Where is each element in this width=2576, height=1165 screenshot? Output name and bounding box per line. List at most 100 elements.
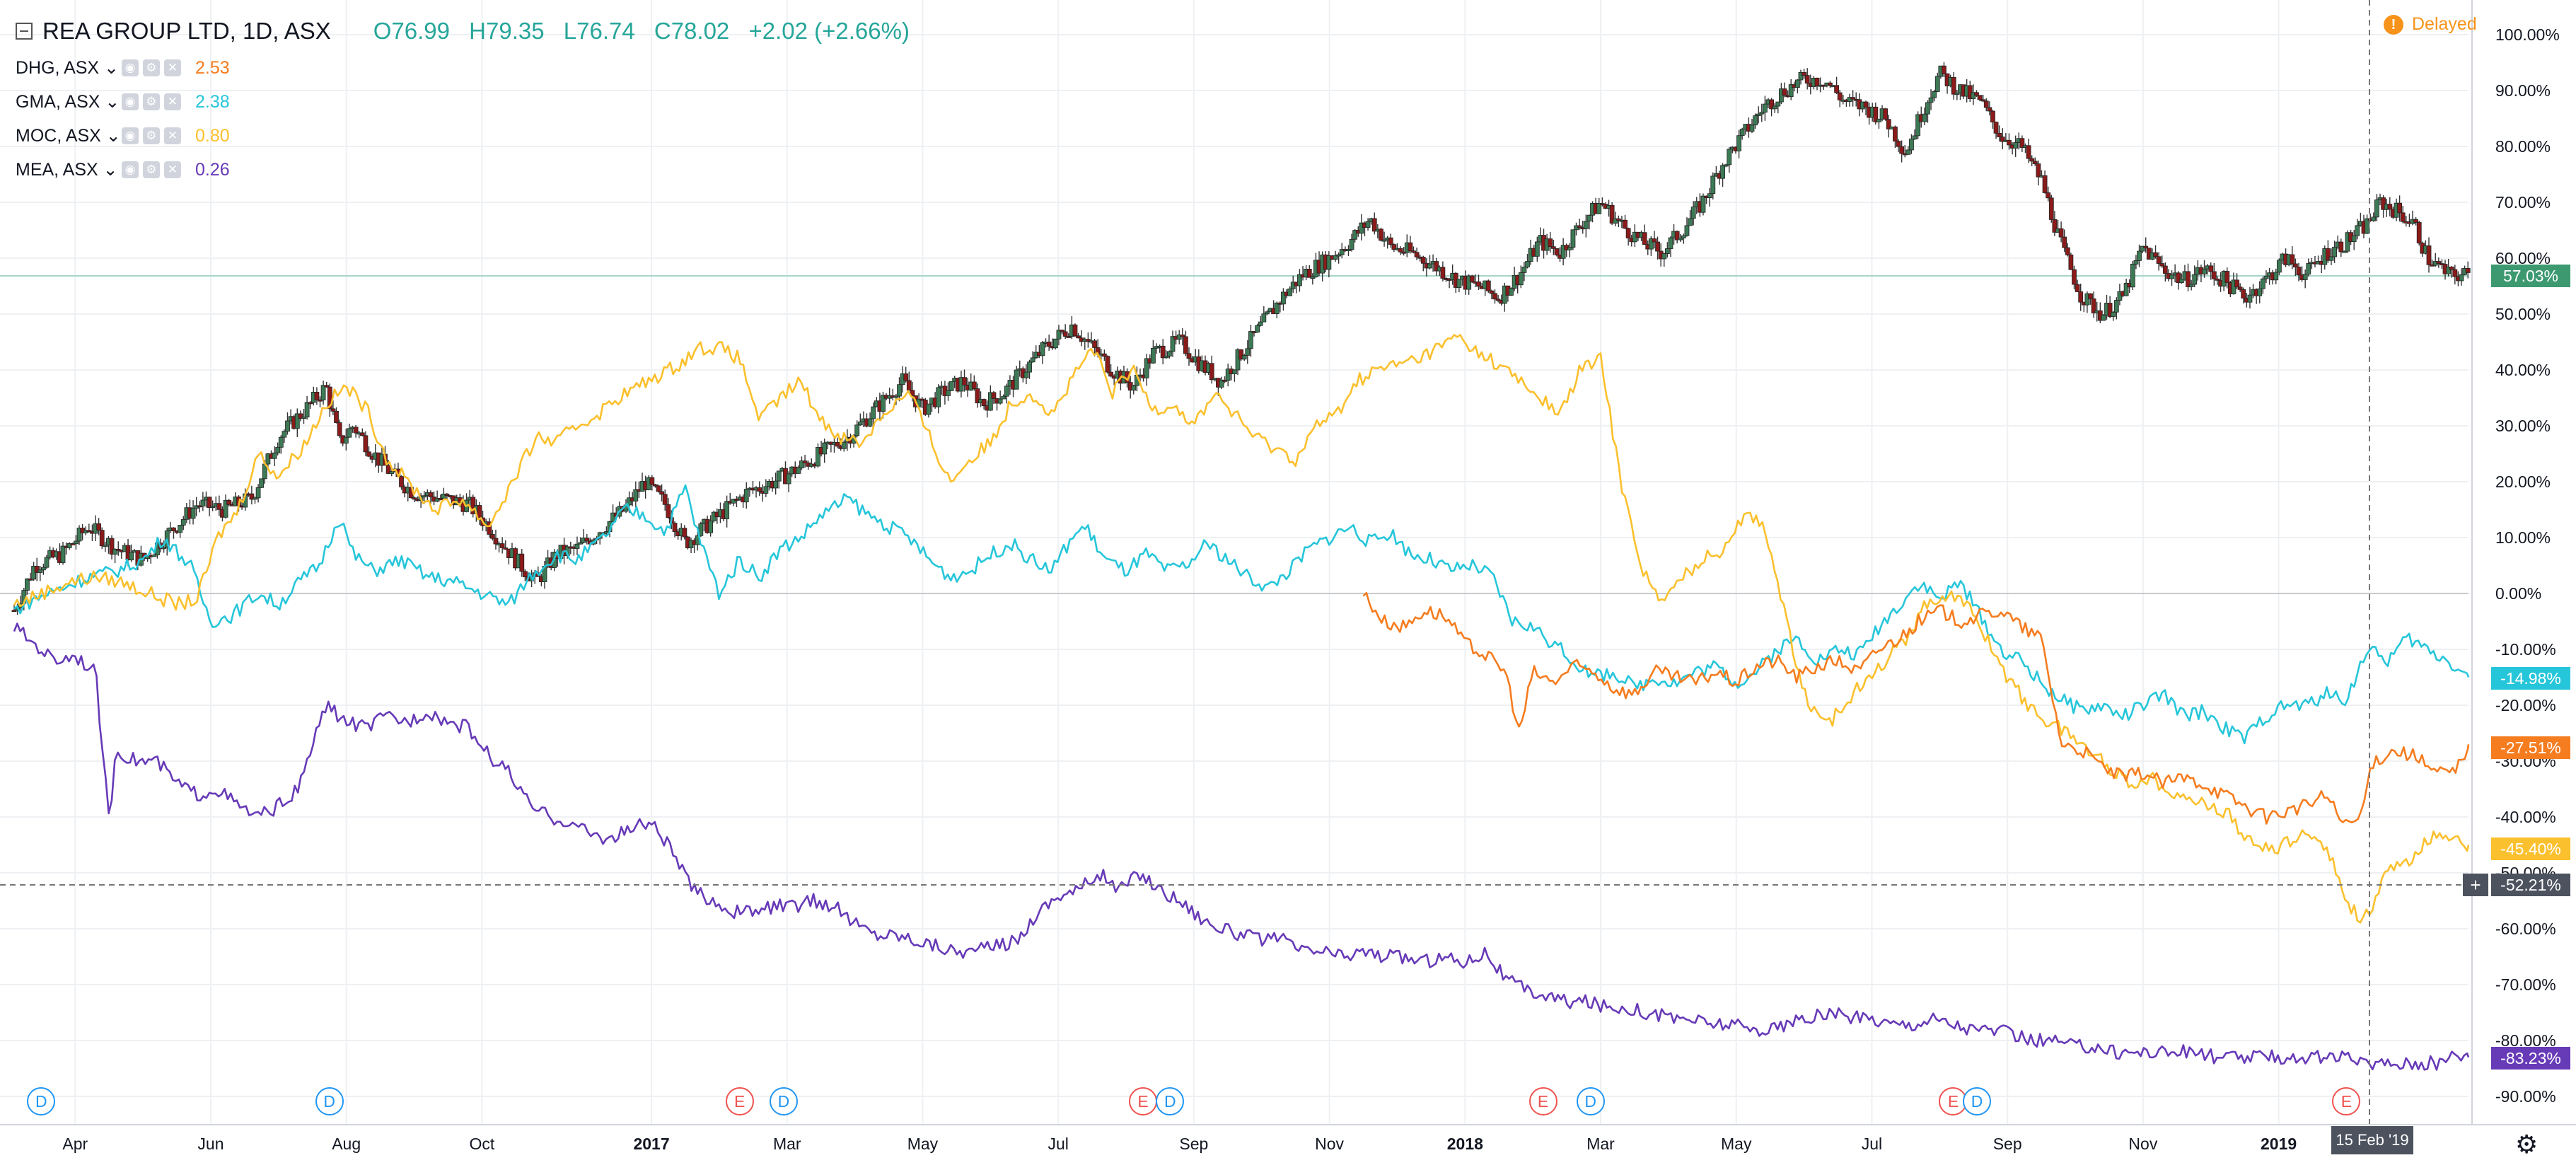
candle-body	[216, 503, 222, 510]
candle-body	[2026, 145, 2031, 159]
candle-body	[76, 528, 82, 542]
eye-icon[interactable]: ◉	[122, 161, 139, 178]
candle-body	[2449, 267, 2454, 270]
series-line-dhg[interactable]	[1362, 591, 2470, 825]
candle-body	[2007, 139, 2012, 146]
rea-value-badge: 57.03%	[2491, 265, 2570, 287]
add-crosshair-icon[interactable]: +	[2463, 874, 2488, 896]
x-axis[interactable]: Apr Jun Aug Oct 2017 Mar May Jul Sep Nov 2018 Mar Ma…	[62, 1135, 2297, 1153]
candle-body	[1310, 277, 1316, 279]
close-icon[interactable]: ✕	[164, 59, 181, 76]
compare-legend-row[interactable]: MEA, ASX ⌄ ◉ ⚙ ✕ 0.26	[16, 153, 922, 187]
compare-symbol[interactable]: GMA, ASX ⌄	[16, 92, 120, 112]
candle-body	[207, 497, 212, 509]
settings-icon[interactable]: ⚙	[143, 161, 160, 178]
compare-legend-row[interactable]: GMA, ASX ⌄ ◉ ⚙ ✕ 2.38	[16, 85, 922, 119]
candle-body	[2365, 218, 2369, 234]
dividend-marker[interactable]: D	[315, 1087, 344, 1115]
candle-body	[2296, 267, 2302, 276]
compare-symbol[interactable]: MOC, ASX ⌄	[16, 126, 121, 146]
candle-body	[1932, 91, 1937, 98]
candle-body	[2290, 254, 2295, 265]
compare-symbol[interactable]: MEA, ASX ⌄	[16, 160, 118, 180]
candle-body	[1131, 385, 1137, 391]
symbol-title[interactable]: REA GROUP LTD, 1D, ASX	[42, 18, 331, 44]
x-tick-label: Oct	[470, 1135, 495, 1153]
earnings-marker[interactable]: E	[1129, 1087, 1157, 1115]
cursor-value-badge: -52.21%	[2491, 874, 2570, 896]
delayed-indicator[interactable]: ! Delayed	[2384, 14, 2477, 35]
x-tick-label: Nov	[2128, 1135, 2157, 1153]
candle-body	[731, 499, 736, 504]
candle-body	[2215, 278, 2220, 281]
eye-icon[interactable]: ◉	[122, 93, 139, 110]
close-icon[interactable]: ✕	[164, 93, 181, 110]
candle-body	[1596, 203, 1602, 214]
y-tick-label: -40.00%	[2495, 808, 2556, 826]
candle-body	[796, 468, 801, 474]
candle-body	[441, 493, 446, 499]
candle-body	[444, 493, 450, 496]
candle-body	[1495, 299, 1501, 301]
candle-body	[1993, 122, 1999, 134]
series-line-mea[interactable]	[13, 622, 2470, 1071]
candle-body	[2169, 274, 2174, 279]
candle-body	[2446, 267, 2452, 274]
dividend-marker[interactable]: D	[1963, 1087, 1992, 1115]
candle-body	[1076, 335, 1081, 339]
candle-body	[249, 493, 255, 500]
candle-body	[1060, 330, 1064, 332]
y-tick-label: 60.00%	[2495, 249, 2551, 267]
candle-body	[1688, 218, 1693, 226]
candle-body	[1518, 272, 1524, 286]
settings-icon[interactable]: ⚙	[143, 59, 160, 76]
candle-body	[1652, 238, 1657, 243]
eye-icon[interactable]: ◉	[122, 127, 139, 144]
candle-body	[129, 552, 134, 561]
candle-body	[1509, 288, 1514, 296]
candle-body	[2188, 284, 2194, 287]
earnings-marker[interactable]: E	[1528, 1087, 1557, 1115]
close-icon[interactable]: ✕	[164, 161, 181, 178]
candle-body	[1381, 239, 1387, 242]
earnings-marker[interactable]: E	[725, 1087, 754, 1115]
candle-body	[1281, 291, 1286, 305]
y-tick-label: -70.00%	[2495, 975, 2556, 994]
candle-body	[422, 495, 427, 498]
compare-symbol[interactable]: DHG, ASX ⌄	[16, 58, 119, 78]
candle-body	[2338, 241, 2344, 253]
dividend-marker[interactable]: D	[27, 1087, 56, 1115]
candle-body	[499, 543, 505, 548]
candle-body	[2234, 279, 2239, 288]
candle-body	[2068, 254, 2074, 270]
dividend-marker[interactable]: D	[1156, 1087, 1185, 1115]
dividend-marker[interactable]: D	[769, 1087, 798, 1115]
candle-body	[1997, 132, 2002, 137]
compare-legend-row[interactable]: DHG, ASX ⌄ ◉ ⚙ ✕ 2.53	[16, 51, 922, 85]
candle-body	[1710, 175, 1716, 195]
dividend-marker[interactable]: D	[1576, 1087, 1605, 1115]
earnings-marker[interactable]: E	[2332, 1087, 2361, 1115]
candle-body	[776, 470, 782, 482]
series-line-moc[interactable]	[13, 334, 2470, 924]
compare-legend-row[interactable]: MOC, ASX ⌄ ◉ ⚙ ✕ 0.80	[16, 119, 922, 153]
candle-body	[2387, 204, 2393, 210]
candle-body	[1414, 252, 1420, 257]
series-layer	[11, 62, 2471, 1071]
settings-icon[interactable]: ⚙	[143, 127, 160, 144]
gear-icon[interactable]: ⚙	[2515, 1130, 2539, 1159]
settings-icon[interactable]: ⚙	[143, 93, 160, 110]
close-icon[interactable]: ✕	[164, 127, 181, 144]
candle-body	[724, 501, 730, 519]
candle-body	[1052, 338, 1058, 349]
y-axis[interactable]: 100.00% 90.00% 80.00% 70.00% 60.00% 50.00% 40.…	[2495, 25, 2560, 1106]
collapse-legend-button[interactable]	[16, 23, 33, 40]
candle-body	[2452, 269, 2458, 277]
series-line-gma[interactable]	[13, 484, 2470, 745]
candle-body	[1609, 204, 1615, 224]
eye-icon[interactable]: ◉	[122, 59, 139, 76]
candle-body	[272, 452, 277, 459]
candle-body	[666, 504, 671, 518]
candle-body	[304, 402, 310, 418]
